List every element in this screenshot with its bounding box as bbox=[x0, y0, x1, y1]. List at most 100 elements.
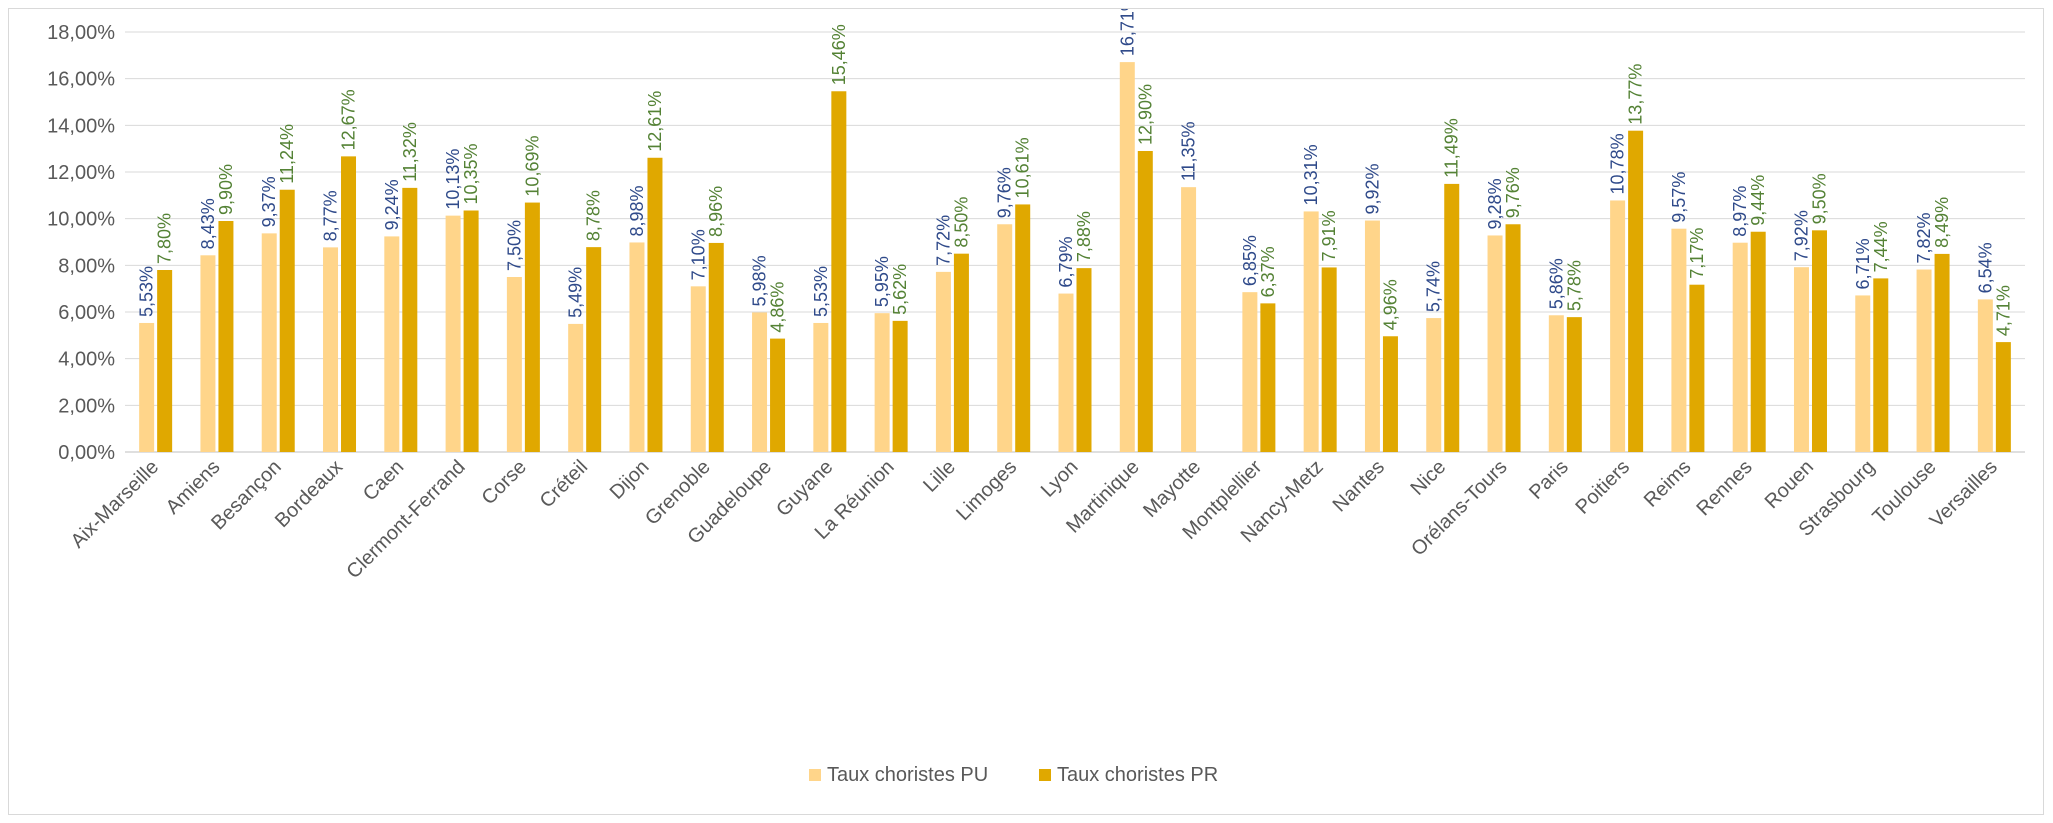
x-category-label: Versailles bbox=[1926, 456, 2002, 532]
y-tick-label: 10,00% bbox=[47, 209, 115, 231]
bar-pu bbox=[1426, 318, 1442, 452]
data-label: 8,98% bbox=[627, 185, 647, 236]
bar-pu bbox=[261, 233, 277, 452]
bar-pu bbox=[1364, 220, 1380, 452]
bar-pu bbox=[139, 322, 155, 452]
gridlines bbox=[125, 31, 2025, 453]
bar-pu bbox=[1977, 299, 1993, 452]
bar-pr bbox=[1750, 231, 1766, 452]
bar-pr bbox=[953, 253, 969, 452]
data-label: 7,10% bbox=[688, 229, 708, 280]
data-label: 5,49% bbox=[566, 267, 586, 318]
y-tick-label: 8,00% bbox=[58, 255, 115, 277]
y-tick-label: 2,00% bbox=[58, 395, 115, 417]
bar-pr bbox=[463, 210, 479, 452]
data-label: 6,85% bbox=[1240, 235, 1260, 286]
data-label: 4,96% bbox=[1380, 279, 1400, 330]
legend-label: Taux choristes PR bbox=[1057, 764, 1218, 786]
data-label: 8,78% bbox=[584, 190, 604, 241]
data-label: 5,95% bbox=[872, 256, 892, 307]
data-label: 8,97% bbox=[1730, 186, 1750, 237]
data-label: 11,49% bbox=[1442, 118, 1462, 178]
bar-pu bbox=[200, 255, 216, 452]
legend: Taux choristes PU Taux choristes PR bbox=[809, 764, 1218, 786]
bar-pu bbox=[568, 323, 584, 452]
x-category-label: Paris bbox=[1525, 456, 1573, 504]
x-category-label: Lille bbox=[919, 456, 960, 497]
x-category-label: Nice bbox=[1406, 456, 1450, 500]
bar-pr bbox=[1566, 317, 1582, 452]
data-label: 12,67% bbox=[339, 89, 359, 150]
data-label: 6,71% bbox=[1853, 238, 1873, 289]
bar-pu bbox=[1119, 62, 1135, 452]
data-label: 8,96% bbox=[706, 186, 726, 237]
data-label: 5,74% bbox=[1424, 261, 1444, 312]
bar-pr bbox=[1505, 224, 1521, 452]
data-label: 9,24% bbox=[382, 179, 402, 230]
y-tick-label: 4,00% bbox=[58, 349, 115, 371]
bar-pu bbox=[997, 224, 1013, 452]
y-tick-label: 16,00% bbox=[47, 69, 115, 91]
bar-pr bbox=[831, 91, 847, 453]
data-label: 7,44% bbox=[1871, 221, 1891, 272]
legend-swatch bbox=[1039, 769, 1051, 781]
x-category-label: Poitiers bbox=[1571, 456, 1634, 519]
data-label: 8,49% bbox=[1932, 197, 1952, 248]
bar-pr bbox=[1260, 303, 1276, 452]
bar-pr bbox=[524, 202, 540, 452]
data-label: 5,53% bbox=[137, 266, 157, 317]
bar-pu bbox=[1548, 315, 1564, 452]
y-tick-label: 18,00% bbox=[47, 22, 115, 44]
data-label: 8,43% bbox=[198, 198, 218, 249]
x-category-label: Dijon bbox=[606, 456, 654, 504]
data-label: 10,13% bbox=[443, 149, 463, 210]
data-label: 10,31% bbox=[1301, 144, 1321, 205]
data-label: 9,57% bbox=[1669, 172, 1689, 223]
bar-pr bbox=[770, 338, 786, 452]
bar-pu bbox=[323, 247, 339, 452]
bar-pu bbox=[690, 286, 706, 452]
bar-pr bbox=[157, 270, 173, 452]
bar-pr bbox=[1444, 183, 1460, 452]
x-category-label: Reims bbox=[1640, 456, 1696, 512]
legend-label: Taux choristes PU bbox=[827, 764, 988, 786]
data-label: 11,35% bbox=[1179, 121, 1199, 181]
data-label: 5,86% bbox=[1546, 258, 1566, 309]
data-label: 9,28% bbox=[1485, 178, 1505, 229]
bar-pu bbox=[1058, 293, 1074, 452]
y-axis-ticks: 0,00% 2,00% 4,00% 6,00% 8,00% 10,00% 12,00% 14,… bbox=[47, 22, 115, 464]
x-category-label: Corse bbox=[478, 456, 531, 509]
x-category-label: Aix-Marseille bbox=[67, 456, 163, 552]
bar-pr bbox=[1137, 151, 1153, 452]
data-label: 8,50% bbox=[951, 197, 971, 248]
data-label: 6,37% bbox=[1258, 246, 1278, 297]
bar-pr bbox=[1689, 284, 1705, 452]
bar-pu bbox=[935, 271, 951, 452]
data-label: 10,78% bbox=[1608, 133, 1628, 194]
bar-pr bbox=[892, 320, 908, 452]
bar-pr bbox=[1076, 268, 1092, 452]
bar-pr bbox=[1382, 336, 1398, 452]
x-category-label: Caen bbox=[359, 456, 408, 505]
chart-frame: 0,00% 2,00% 4,00% 6,00% 8,00% 10,00% 12,00% 14,… bbox=[8, 0, 2044, 815]
data-label: 10,69% bbox=[522, 136, 542, 197]
data-label: 6,79% bbox=[1056, 237, 1076, 288]
y-tick-label: 6,00% bbox=[58, 302, 115, 324]
data-label: 8,77% bbox=[321, 190, 341, 241]
y-tick-label: 12,00% bbox=[47, 162, 115, 184]
bar-pr bbox=[1934, 253, 1950, 452]
data-label: 7,80% bbox=[155, 213, 175, 264]
data-label: 7,88% bbox=[1074, 211, 1094, 262]
data-label: 10,61% bbox=[1013, 137, 1033, 198]
bar-pu bbox=[813, 322, 829, 452]
bars bbox=[139, 62, 2011, 453]
x-category-label: Clermont-Ferrand bbox=[342, 456, 469, 583]
x-category-label: Rennes bbox=[1692, 456, 1756, 520]
data-label: 9,76% bbox=[995, 167, 1015, 218]
bar-pu bbox=[506, 277, 522, 452]
bar-pr bbox=[1995, 342, 2011, 452]
x-category-label: Nantes bbox=[1329, 456, 1389, 516]
bar-pu bbox=[1487, 235, 1503, 452]
data-label: 12,61% bbox=[645, 91, 665, 152]
data-label: 9,92% bbox=[1362, 163, 1382, 214]
